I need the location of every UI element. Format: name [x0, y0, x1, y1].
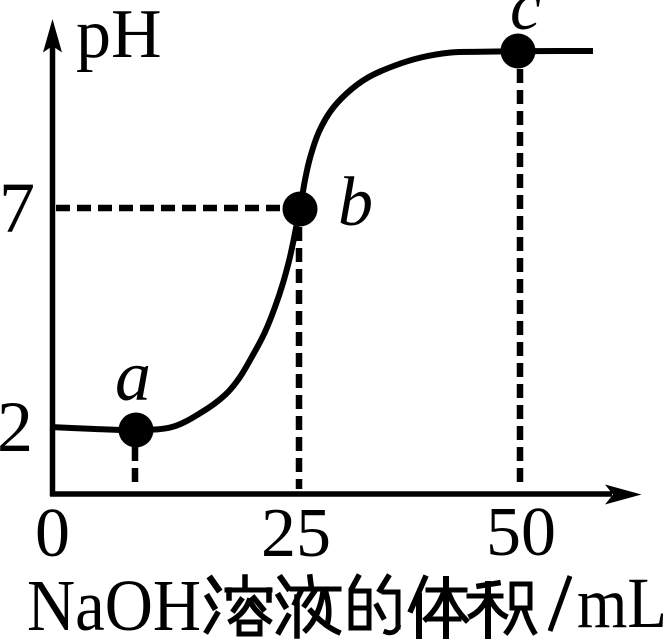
svg-text:c: c	[510, 0, 541, 45]
svg-text:25: 25	[261, 495, 331, 572]
svg-text:50: 50	[486, 494, 556, 571]
svg-text:NaOH: NaOH	[27, 565, 201, 639]
svg-text:b: b	[338, 164, 373, 241]
svg-text:0: 0	[35, 495, 70, 572]
svg-text:a: a	[115, 336, 151, 416]
svg-text:7: 7	[0, 168, 35, 248]
svg-text:pH: pH	[76, 0, 162, 73]
svg-text:mL: mL	[577, 563, 667, 639]
svg-text:2: 2	[0, 387, 33, 467]
